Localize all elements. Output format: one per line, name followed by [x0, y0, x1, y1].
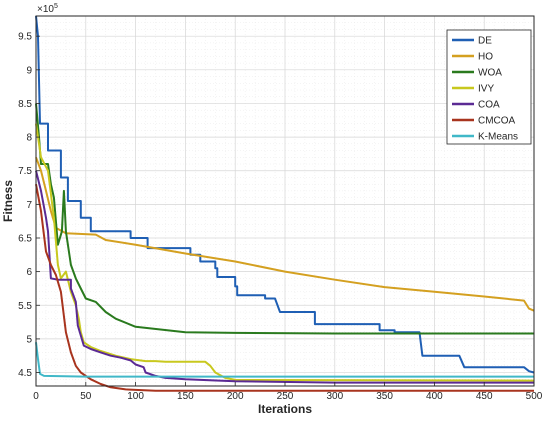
- y-tick-label: 4.5: [18, 368, 32, 379]
- y-tick-label: 7: [26, 200, 32, 211]
- y-exponent-label: ×105: [37, 3, 58, 15]
- x-tick-label: 350: [376, 391, 393, 402]
- x-axis-ticks: 0 50 100 150 200 250 300 350 400 450 500: [33, 382, 543, 402]
- legend-label-ho: HO: [478, 52, 493, 63]
- x-tick-label: 250: [277, 391, 294, 402]
- y-tick-label: 8.5: [18, 99, 32, 110]
- x-axis-label: Iterations: [258, 402, 312, 416]
- series-line-k-means: [35, 342, 534, 378]
- y-tick-label: 6.5: [18, 234, 32, 245]
- x-tick-label: 400: [426, 391, 443, 402]
- x-tick-label: 50: [80, 391, 92, 402]
- legend-label-woa: WOA: [478, 68, 502, 79]
- x-tick-label: 100: [127, 391, 144, 402]
- series-line-coa: [35, 170, 534, 384]
- legend-label-ivy: IVY: [478, 84, 494, 95]
- series-line-woa: [35, 103, 534, 335]
- y-axis-ticks: 4.5 5 5.5 6 6.5 7 7.5 8 8.5 9 9.5: [18, 32, 40, 379]
- x-tick-label: 200: [227, 391, 244, 402]
- y-tick-label: 8: [26, 133, 32, 144]
- y-tick-label: 9: [26, 65, 32, 76]
- legend: DE HO WOA IVY COA CMCOA K-Means: [446, 29, 532, 145]
- y-tick-label: 7.5: [18, 166, 32, 177]
- y-tick-label: 6: [26, 267, 32, 278]
- series-line-cmcoa: [35, 184, 534, 392]
- series-line-ivy: [35, 123, 535, 382]
- x-tick-label: 300: [326, 391, 343, 402]
- series-line-de: [35, 15, 535, 374]
- y-axis-label: Fitness: [1, 180, 15, 222]
- legend-label-k-means: K-Means: [478, 132, 518, 143]
- legend-label-cmcoa: CMCOA: [478, 116, 516, 127]
- x-tick-label: 0: [33, 391, 39, 402]
- legend-label-coa: COA: [478, 100, 500, 111]
- series-line-ho: [35, 156, 535, 312]
- x-tick-label: 500: [526, 391, 543, 402]
- y-tick-label: 5.5: [18, 301, 32, 312]
- x-tick-label: 450: [476, 391, 493, 402]
- x-tick-label: 150: [177, 391, 194, 402]
- legend-label-de: DE: [478, 36, 492, 47]
- y-tick-label: 9.5: [18, 32, 32, 43]
- series-lines: [35, 15, 535, 392]
- y-tick-label: 5: [26, 334, 32, 345]
